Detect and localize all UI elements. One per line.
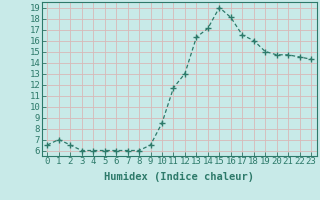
X-axis label: Humidex (Indice chaleur): Humidex (Indice chaleur) bbox=[104, 172, 254, 182]
